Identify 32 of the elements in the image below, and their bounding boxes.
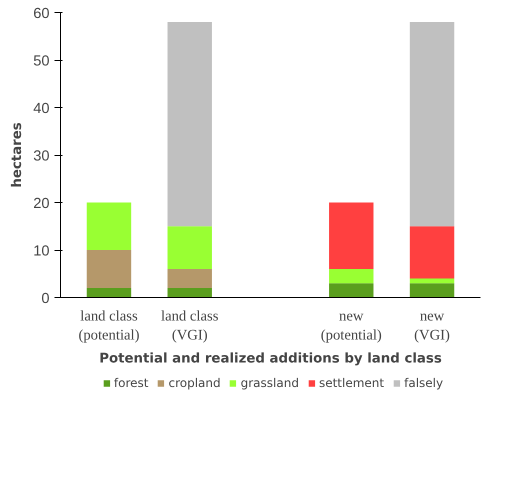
y-tick-label: 60 — [33, 6, 50, 22]
bar — [168, 269, 212, 288]
bar — [86, 202, 132, 250]
x-tick-label: new (potential) — [320, 308, 382, 344]
y-tick-label: 20 — [33, 196, 50, 212]
y-tick-label: 50 — [33, 54, 50, 70]
x-axis-title: Potential and realized additions by land class — [99, 352, 442, 367]
x-tick-label: new (VGI) — [414, 308, 450, 344]
y-tick-label: 10 — [33, 244, 50, 260]
x-tick-label: land class (VGI) — [161, 308, 219, 344]
y-tick-label: 40 — [33, 101, 50, 117]
y-tick-label: 30 — [33, 148, 50, 164]
bar — [329, 269, 374, 284]
bar — [86, 250, 132, 288]
bar — [329, 283, 374, 298]
legend-label: cropland — [168, 376, 221, 390]
legend-label: forest — [114, 376, 148, 390]
legend-label: falsely — [404, 376, 444, 390]
bar — [410, 283, 454, 298]
bar — [86, 288, 132, 298]
bar — [168, 22, 212, 226]
bar — [168, 226, 212, 269]
y-axis-title: hectares — [10, 122, 26, 188]
legend-label: settlement — [318, 376, 384, 390]
bar — [410, 22, 454, 226]
bar — [329, 202, 374, 269]
bar — [410, 226, 454, 278]
legend-label: grassland — [240, 376, 299, 390]
bar — [168, 288, 212, 298]
y-tick-label: 0 — [41, 291, 50, 307]
x-tick-label: land class (potential) — [78, 308, 140, 344]
bar — [410, 278, 454, 284]
